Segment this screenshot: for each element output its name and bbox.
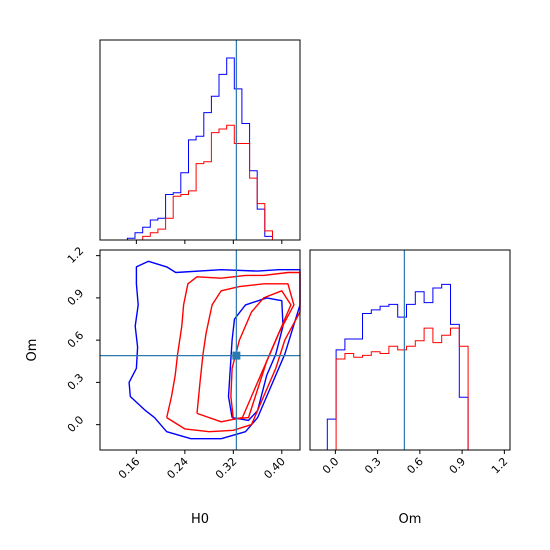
contour-blue-1 (128, 260, 301, 440)
h0-x-tick-label-1: 0.24 (164, 455, 191, 482)
h0-x-tick-label-3: 0.40 (261, 455, 288, 482)
om-y-tick-label-3: 0.9 (65, 287, 87, 309)
x-axis-label-h0: H0 (191, 512, 209, 527)
om-hist-red (318, 327, 477, 451)
contour-red-2 (196, 283, 295, 423)
om-x-tick-label-1: 0.3 (362, 455, 384, 477)
contours-red (166, 271, 301, 433)
x-axis-label-om: Om (399, 512, 422, 527)
panel-om-histogram: 0.0 0.3 0.6 0.9 1.2 Om (309, 249, 511, 527)
om-y-tick-label-1: 0.3 (65, 371, 87, 393)
om-x-tick-label-0: 0.0 (320, 455, 342, 477)
om-x-tick-label-2: 0.6 (404, 455, 426, 477)
h0-hist-red (112, 124, 273, 241)
om-x-tick-label-4: 1.2 (489, 455, 511, 477)
om-x-tick-label-3: 0.9 (447, 455, 469, 477)
y-axis-label-om: Om (25, 339, 40, 362)
contour-blue-2 (227, 297, 284, 422)
om-hist-xticks: 0.0 0.3 0.6 0.9 1.2 (320, 450, 511, 477)
h0-hist-frame (99, 39, 301, 241)
om-y-tick-label-4: 1.2 (65, 244, 87, 266)
contour-frame (99, 249, 301, 451)
om-y-tick-label-2: 0.6 (65, 329, 87, 351)
truth-marker (232, 351, 241, 360)
h0-x-tick-label-0: 0.16 (116, 455, 143, 482)
contour-red-3 (230, 290, 292, 420)
contour-xticks: 0.16 0.24 0.32 0.40 (116, 450, 288, 481)
contour-yticks: 0.0 0.3 0.6 0.9 1.2 (65, 244, 100, 435)
contour-red-1 (166, 271, 301, 433)
h0-hist-xticks (135, 240, 283, 244)
panel-h0-histogram (99, 39, 301, 244)
panel-h0-om-contour: 0.16 0.24 0.32 0.40 0.0 0.3 0.6 0.9 1.2 H0 Om (25, 244, 301, 527)
om-hist-frame (309, 249, 511, 451)
om-y-tick-label-0: 0.0 (65, 413, 87, 435)
h0-hist-blue (112, 57, 273, 241)
contours-blue (128, 260, 301, 440)
h0-x-tick-label-2: 0.32 (213, 455, 240, 482)
om-hist-blue (318, 283, 477, 451)
